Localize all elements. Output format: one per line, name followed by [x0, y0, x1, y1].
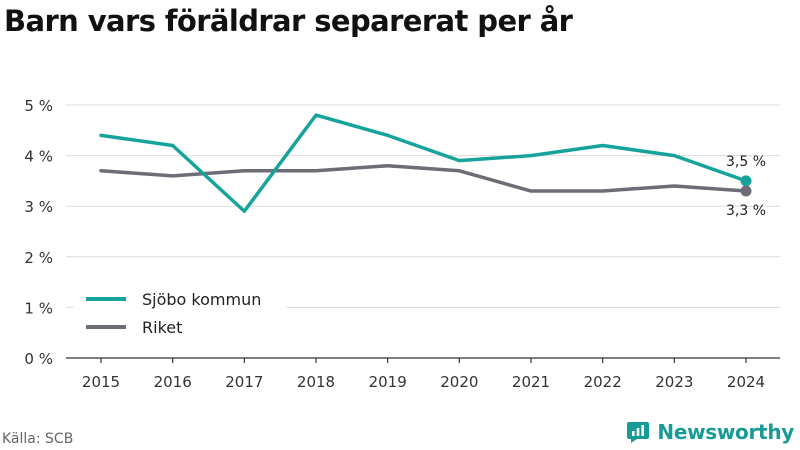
legend-label: Riket — [142, 318, 182, 337]
x-tick-label: 2024 — [727, 373, 765, 391]
brand-name: Newsworthy — [657, 420, 794, 444]
series-lines — [99, 113, 752, 214]
chart-title: Barn vars föräldrar separerat per år — [4, 4, 573, 38]
newsworthy-logo-icon — [627, 422, 650, 443]
legend-background — [74, 284, 286, 344]
end-labels: 3,5 % 3,3 % — [726, 154, 766, 219]
end-point-marker — [740, 185, 752, 197]
y-tick-label: 5 % — [24, 97, 53, 115]
x-tick-label: 2023 — [655, 373, 693, 391]
x-tick-label: 2019 — [369, 373, 407, 391]
y-tick-label: 1 % — [24, 299, 53, 317]
x-tick-label: 2017 — [225, 373, 263, 391]
x-tick-label: 2015 — [82, 373, 120, 391]
x-tick-label: 2020 — [440, 373, 478, 391]
y-tick-label: 3 % — [24, 198, 53, 216]
brand-logo: Newsworthy — [626, 420, 794, 444]
x-tick-label: 2022 — [584, 373, 622, 391]
legend-label: Sjöbo kommun — [142, 290, 261, 309]
series-line — [99, 163, 748, 193]
end-point-marker — [740, 175, 752, 187]
series-line — [99, 113, 748, 214]
end-value-label: 3,3 % — [726, 203, 766, 219]
line-chart: 0 %1 %2 %3 %4 %5 % 2015 2016 2017 2018 2019 2… — [24, 97, 780, 391]
legend: Sjöbo kommun Riket — [74, 284, 286, 344]
x-axis: 2015 2016 2017 2018 2019 2020 2021 2022 2023 2024 — [66, 357, 780, 391]
end-value-label: 3,5 % — [726, 154, 766, 170]
y-tick-label: 2 % — [24, 249, 53, 267]
x-tick-label: 2021 — [512, 373, 550, 391]
x-tick-label: 2018 — [297, 373, 335, 391]
source-note: Källa: SCB — [2, 431, 74, 447]
y-tick-label: 4 % — [24, 148, 53, 166]
y-tick-label: 0 % — [24, 350, 53, 368]
x-tick-label: 2016 — [154, 373, 192, 391]
y-axis-ticks: 0 % 1 % 2 % 3 % 4 % 5 % — [24, 97, 53, 368]
